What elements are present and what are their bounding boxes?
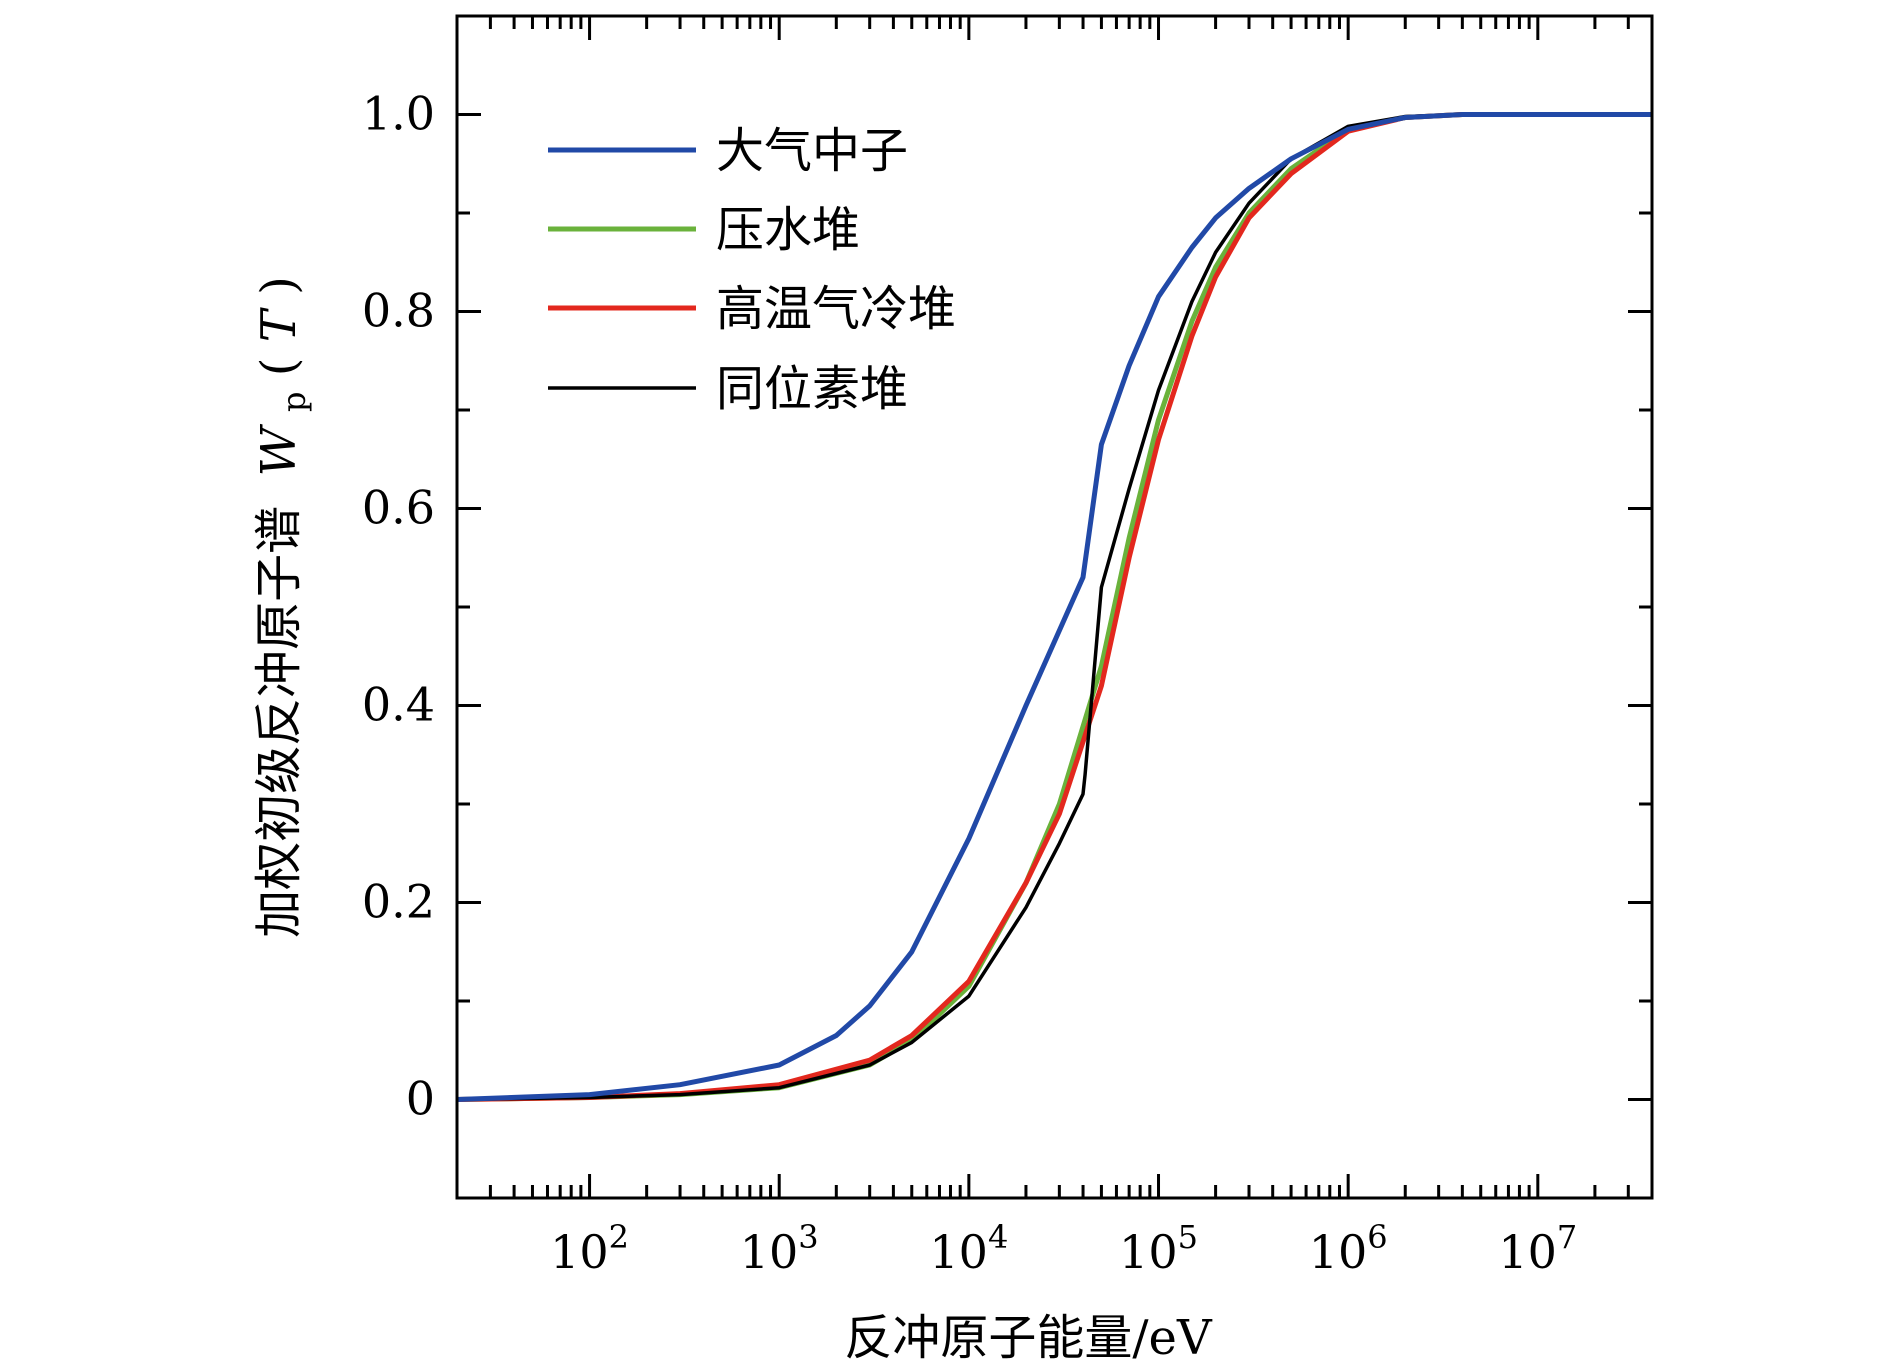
legend-item: 压水堆 [548,202,860,258]
series-line [457,112,1652,1102]
series-line [457,112,1652,1102]
legend-label: 同位素堆 [716,361,908,417]
y-axis-title-close-paren: ) [251,276,307,295]
legend-label: 压水堆 [716,202,860,258]
series-line [457,112,1652,1102]
y-tick-label: 0.4 [362,678,435,732]
x-tick-exponent: 7 [1557,1218,1577,1256]
x-tick-exponent: 5 [1178,1218,1198,1256]
tick-marks [455,14,1654,1200]
series-lines [457,112,1652,1102]
y-tick-label: 1.0 [362,87,435,141]
x-tick-exponent: 6 [1367,1218,1387,1256]
x-tick-base: 10 [740,1225,799,1279]
x-tick-label: 107 [1498,1218,1577,1279]
x-tick-label: 104 [929,1218,1008,1279]
y-tick-labels: 0 0.2 0.4 0.6 0.8 1.0 [362,87,435,1126]
x-tick-base: 10 [1309,1225,1368,1279]
x-tick-base: 10 [929,1225,988,1279]
legend-item: 同位素堆 [548,361,908,417]
legend-item: 高温气冷堆 [548,281,956,337]
x-tick-label: 105 [1119,1218,1198,1279]
y-tick-label: 0.6 [362,481,435,535]
y-axis-title-subscript: p [275,391,313,411]
x-tick-label: 103 [740,1218,819,1279]
y-axis-title: 加权初级反冲原子谱 W p ( T ) [251,276,317,938]
legend-item: 大气中子 [548,123,908,179]
axis-ticks [455,14,1654,1200]
legend-label: 高温气冷堆 [716,281,956,337]
x-tick-labels: 102 103 104 105 106 107 [550,1218,1577,1279]
y-axis-title-argument: T [251,307,307,342]
y-axis-title-prefix: 加权初级反冲原子谱 [251,506,307,938]
y-axis-title-symbol: W [251,424,307,477]
x-tick-base: 10 [1119,1225,1178,1279]
y-axis-title-open-paren: ( [251,357,307,376]
x-tick-base: 10 [550,1225,609,1279]
x-tick-base: 10 [1498,1225,1557,1279]
x-tick-exponent: 3 [798,1218,818,1256]
y-tick-label: 0.2 [362,875,435,929]
legend-label: 大气中子 [716,123,908,179]
x-tick-label: 102 [550,1218,629,1279]
x-axis-title: 反冲原子能量/eV [844,1310,1213,1366]
y-tick-label: 0 [406,1072,435,1126]
y-tick-label: 0.8 [362,284,435,338]
series-line [457,112,1652,1102]
x-tick-exponent: 2 [609,1218,629,1256]
x-tick-label: 106 [1309,1218,1388,1279]
plot-frame [455,14,1654,1200]
x-tick-exponent: 4 [988,1218,1008,1256]
